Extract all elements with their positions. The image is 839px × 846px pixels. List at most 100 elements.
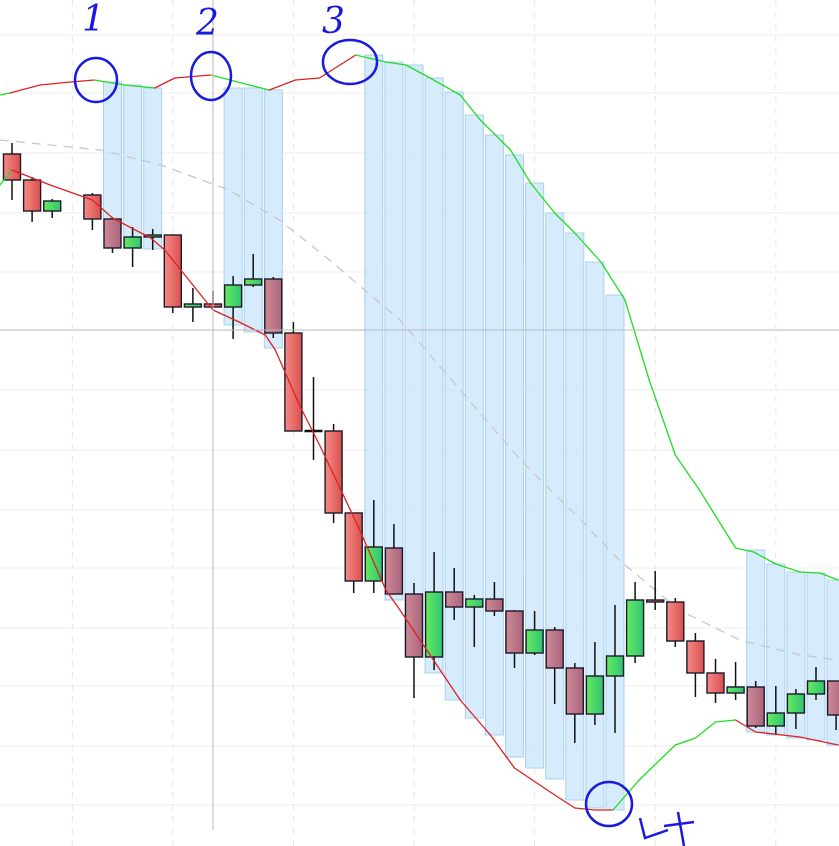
upper-band-segment [174,74,212,79]
lower-band-segment [212,309,240,323]
candle-body [505,610,524,654]
candle-body [666,601,685,642]
upper-band-segment [268,79,297,91]
candle-body [163,234,183,308]
upper-band-segment [0,92,11,96]
candle-body [605,655,625,677]
candle-body [445,591,464,608]
candle-body [786,693,806,714]
lower-band-segment [799,736,839,746]
lower-band-segment [612,779,640,811]
lower-band-segment [238,321,266,336]
upper-band-segment [529,182,556,214]
upper-band-segment [39,81,71,86]
candle-body [22,179,42,212]
lower-band-segment [638,744,676,781]
highlight-column [525,182,545,769]
lower-band-segment [164,249,182,271]
candle-body [43,200,62,212]
upper-band-segment [429,77,461,96]
lower-band-segment [180,269,214,311]
highlight-column [424,77,444,674]
annotation-circle-4 [584,780,634,828]
upper-band-segment [355,54,387,63]
lower-band-segment [264,334,276,351]
upper-band-segment [9,84,41,94]
upper-band-segment [799,571,821,574]
candle-body [243,278,263,286]
lower-band-segment [318,444,347,501]
annotation-label-3: 3 [322,1,345,42]
lower-band-segment [11,169,51,186]
candle-body [525,629,544,654]
upper-band-segment [775,563,801,573]
candle-body [706,672,725,694]
upper-band-segment [385,61,407,66]
candle-body [143,234,162,238]
bands [0,54,839,811]
upper-band-segment [600,261,626,301]
candle-body [103,218,122,249]
upper-band-segment [123,84,156,89]
candle-body [545,629,564,669]
annotation-circles [73,38,695,846]
annotation-label-2: 2 [196,3,219,44]
lower-band-segment [399,609,421,641]
highlight-column [505,154,524,758]
candle-body [123,236,142,249]
lower-band-segment [274,349,301,406]
upper-band-segment [554,212,576,234]
highlight-column [404,64,424,658]
candle-body [83,194,102,220]
upper-band-segment [674,454,701,491]
candle-body [465,598,484,608]
candle-body [766,712,785,727]
candle-body [223,284,243,308]
candle-body [625,599,645,657]
candle-body [2,153,22,181]
candle-body [384,547,404,595]
candle-body [726,686,745,694]
upper-band-segment [154,77,176,89]
highlight-column [243,87,263,333]
lower-band-segment [694,721,717,739]
lower-band-segment [298,404,321,446]
candle-body [344,512,363,582]
candle-body [183,303,203,308]
candle-body [284,332,303,432]
lower-band-segment [574,807,596,811]
highlight-column [384,61,404,601]
candle-body [324,430,343,514]
lower-band-segment [49,184,94,201]
lower-band-segment [674,737,697,746]
upper-band-segment [93,79,126,86]
upper-band-segment [698,489,737,549]
lower-band-segment [385,589,401,611]
highlight-column [123,84,143,249]
upper-band-segment [648,379,676,456]
upper-band-segment [405,64,431,79]
dashed-average-line [0,139,839,661]
candle-body [585,675,605,715]
highlight-column [103,81,122,231]
upper-band-segment [624,299,650,381]
lower-band-segment [0,169,13,186]
highlight-column [364,54,384,559]
annotation-circle-1 [73,56,119,104]
dashed-average-line [0,139,839,661]
lower-band-segment [91,199,114,219]
upper-band-segment [294,77,321,81]
upper-band-segment [819,572,839,581]
candle-body [806,680,826,695]
candles [2,143,839,743]
candle-body [264,278,283,334]
lower-band-segment [459,699,492,736]
upper-band-segment [459,94,481,121]
candle-body [826,680,839,716]
candle-body [646,599,665,603]
candle-body [485,598,504,612]
lower-band-segment [755,731,801,738]
upper-band-segment [574,232,602,263]
